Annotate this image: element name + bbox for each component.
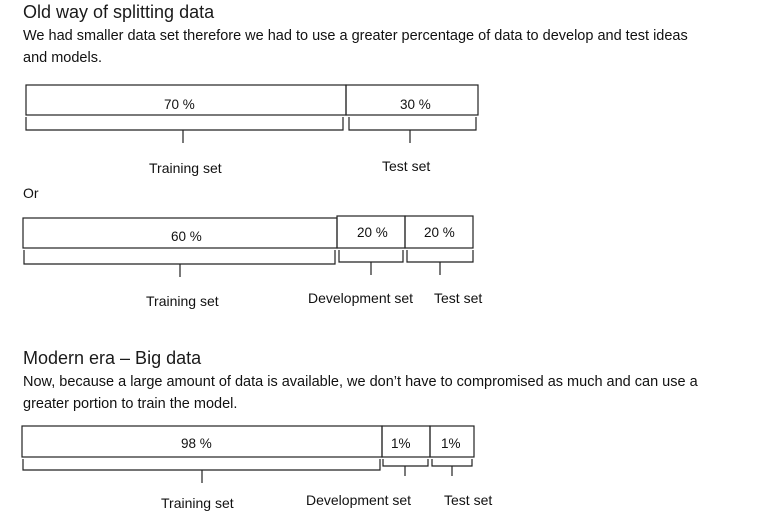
- split-c-seg3-percent: 1%: [441, 436, 461, 451]
- split-c-brace-dev: [382, 459, 429, 476]
- split-b-seg3-percent: 20 %: [424, 225, 455, 240]
- split-b-label-training: Training set: [146, 293, 219, 309]
- old-section-description-line2: and models.: [23, 50, 102, 66]
- modern-section-description-line1: Now, because a large amount of data is a…: [23, 374, 698, 390]
- split-b-brace-test: [406, 250, 474, 275]
- modern-section-description-line2: greater portion to train the model.: [23, 396, 238, 412]
- modern-section-heading: Modern era – Big data: [23, 348, 202, 368]
- split-c-seg2-percent: 1%: [391, 436, 411, 451]
- split-b-box-test: [404, 215, 474, 249]
- split-c-seg1-percent: 98 %: [181, 436, 212, 451]
- split-a-seg1-percent: 70 %: [164, 97, 195, 112]
- split-a-label-training: Training set: [149, 160, 222, 176]
- split-b-brace-dev: [338, 250, 404, 275]
- split-c-brace-test: [431, 459, 473, 476]
- split-b-label-test: Test set: [434, 290, 483, 306]
- split-b-seg1-percent: 60 %: [171, 229, 202, 244]
- split-b-brace-training: [23, 250, 336, 277]
- split-a-label-test: Test set: [382, 158, 431, 174]
- split-c-label-dev: Development set: [306, 492, 412, 508]
- old-section-description: We had smaller data set therefore we had…: [23, 25, 743, 69]
- split-b-label-dev: Development set: [308, 290, 414, 306]
- split-a-box-test: [345, 84, 479, 116]
- or-label: Or: [23, 185, 39, 201]
- modern-section-description: Now, because a large amount of data is a…: [23, 371, 753, 415]
- split-a-brace-test: [348, 117, 477, 143]
- split-c-label-test: Test set: [444, 492, 493, 508]
- split-a-brace-training: [25, 117, 344, 143]
- split-c-label-training: Training set: [161, 495, 234, 511]
- old-section-heading: Old way of splitting data: [23, 2, 215, 22]
- old-section-description-line1: We had smaller data set therefore we had…: [23, 28, 688, 44]
- split-b-seg2-percent: 20 %: [357, 225, 388, 240]
- split-c-brace-training: [22, 459, 381, 483]
- split-a-seg2-percent: 30 %: [400, 97, 431, 112]
- split-c-box-test: [429, 425, 475, 458]
